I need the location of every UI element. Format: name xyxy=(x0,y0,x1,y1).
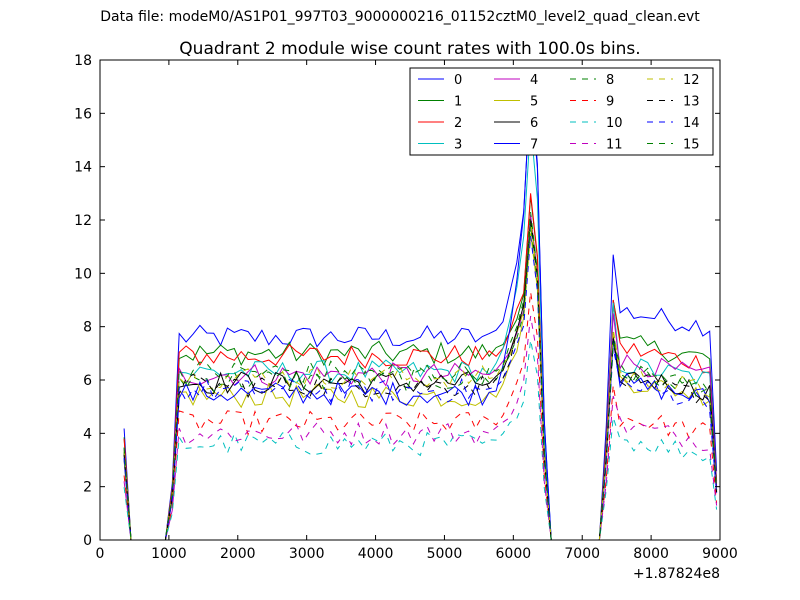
x-tick-label: 4000 xyxy=(358,546,394,562)
y-tick-label: 14 xyxy=(74,160,92,176)
x-tick-label: 6000 xyxy=(496,546,532,562)
plot-lines xyxy=(123,81,718,540)
y-tick-label: 16 xyxy=(74,106,92,122)
y-tick-label: 8 xyxy=(83,320,92,336)
legend-label-6: 6 xyxy=(530,116,538,131)
y-tick-label: 0 xyxy=(83,533,92,549)
legend-label-3: 3 xyxy=(454,138,462,153)
figure-suptitle: Data file: modeM0/AS1P01_997T03_90000002… xyxy=(100,9,700,25)
series-line-9 xyxy=(123,291,718,540)
plot-frame xyxy=(99,59,721,541)
legend-label-8: 8 xyxy=(606,73,614,88)
legend-label-12: 12 xyxy=(683,73,700,88)
x-tick-label: 3000 xyxy=(289,546,325,562)
series-line-0 xyxy=(123,86,718,540)
legend-label-0: 0 xyxy=(454,73,462,88)
legend-label-15: 15 xyxy=(683,138,700,153)
legend-label-14: 14 xyxy=(683,116,700,131)
legend-label-2: 2 xyxy=(454,116,462,131)
legend-label-5: 5 xyxy=(530,95,538,110)
axes: 0 1000 2000 3000 4000 5000 6000 7000 8000 9000 0 2 4… xyxy=(74,53,738,562)
legend-label-10: 10 xyxy=(606,116,623,131)
series-line-2 xyxy=(123,193,718,540)
x-offset-label: +1.87824e8 xyxy=(633,566,720,582)
series-line-12 xyxy=(123,219,718,540)
series-line-3 xyxy=(123,123,718,540)
x-tick-label: 2000 xyxy=(220,546,256,562)
x-tick-label: 7000 xyxy=(564,546,600,562)
series-line-14 xyxy=(123,235,718,540)
y-tick-label: 2 xyxy=(83,480,92,496)
x-tick-label: 9000 xyxy=(702,546,738,562)
series-line-8 xyxy=(123,225,718,540)
y-tick-label: 10 xyxy=(74,266,92,282)
legend-box xyxy=(409,67,714,156)
x-tick-label: 5000 xyxy=(427,546,463,562)
legend-label-11: 11 xyxy=(606,138,623,153)
series-line-6 xyxy=(123,219,718,540)
legend-label-1: 1 xyxy=(454,95,462,110)
legend-label-7: 7 xyxy=(530,138,538,153)
y-tick-label: 4 xyxy=(83,426,92,442)
y-tick-label: 18 xyxy=(74,53,92,69)
legend-label-13: 13 xyxy=(683,95,700,110)
series-line-15 xyxy=(123,211,718,540)
y-tick-label: 6 xyxy=(83,373,92,389)
legend-label-4: 4 xyxy=(530,73,538,88)
x-tick-label: 8000 xyxy=(633,546,669,562)
series-line-11 xyxy=(123,315,718,540)
x-tick-label: 1000 xyxy=(151,546,187,562)
legend-label-9: 9 xyxy=(606,95,614,110)
y-tick-label: 12 xyxy=(74,213,92,229)
x-tick-label: 0 xyxy=(96,546,105,562)
chart-title: Quadrant 2 module wise count rates with … xyxy=(179,39,640,59)
series-line-1 xyxy=(123,195,718,540)
series-line-10 xyxy=(123,339,718,540)
series-line-5 xyxy=(123,233,718,540)
